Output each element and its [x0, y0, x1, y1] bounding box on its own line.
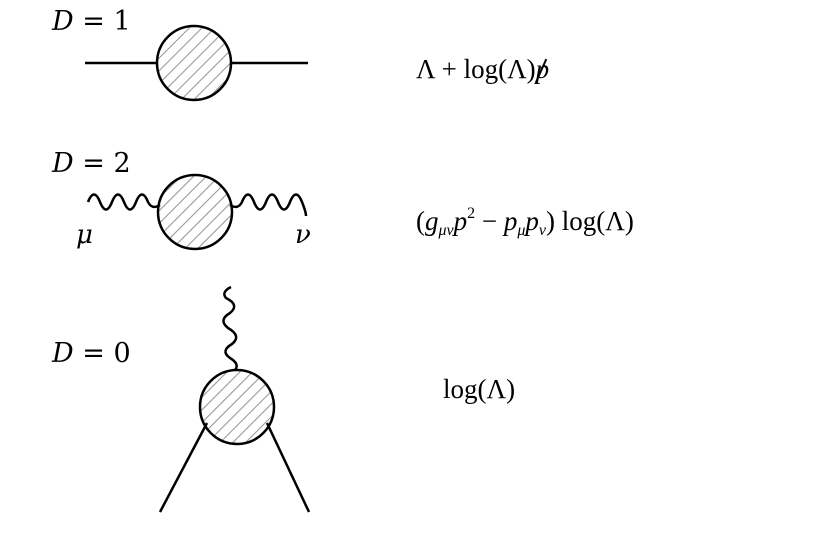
label-prefix: D: [52, 6, 74, 37]
outgoing-photon-wavy-line: [229, 193, 308, 217]
degree-label-0: D = 0: [52, 340, 131, 367]
label-value: 2: [113, 148, 131, 179]
formula-3: log(Λ): [443, 374, 516, 404]
label-equals: =: [82, 6, 105, 37]
degree-label-1: D = 1: [52, 8, 131, 35]
label-value: 0: [113, 338, 131, 369]
formula-2: (gμνp2 − pμpν) log(Λ): [416, 205, 634, 239]
index-nu: ν: [295, 220, 311, 250]
label-prefix: D: [52, 148, 74, 179]
loop-blob: [198, 368, 276, 446]
degree-label-2: D = 2: [52, 150, 131, 177]
right-fermion-line: [265, 422, 311, 513]
index-mu: μ: [76, 220, 93, 250]
diagram-fermion-self-energy: [85, 24, 308, 102]
label-equals: =: [82, 148, 105, 179]
formula-1: Λ + log(Λ)p: [416, 54, 550, 84]
left-fermion-line: [158, 422, 209, 513]
label-prefix: D: [52, 338, 74, 369]
loop-blob: [155, 24, 233, 102]
label-value: 1: [113, 6, 131, 37]
incoming-photon-wavy-line: [86, 193, 161, 211]
label-equals: =: [82, 338, 105, 369]
diagram-vertex: [158, 285, 311, 513]
diagram-vacuum-polarization: [86, 173, 308, 251]
photon-wavy-line: [222, 285, 238, 371]
loop-blob: [156, 173, 234, 251]
